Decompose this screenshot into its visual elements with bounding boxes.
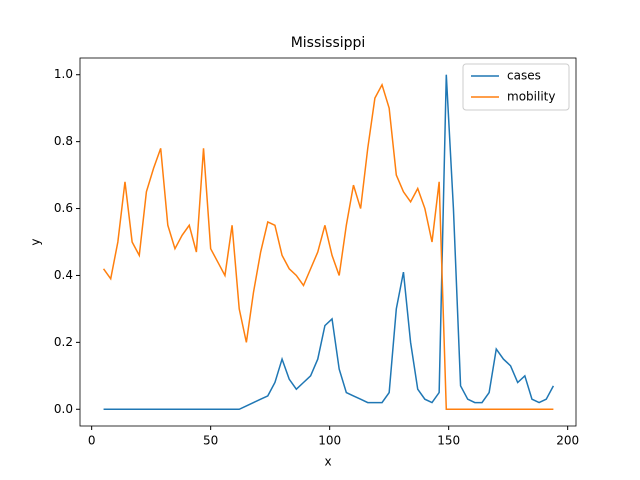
y-tick-label: 0.2 xyxy=(54,335,73,349)
y-tick-label: 1.0 xyxy=(54,67,73,81)
y-tick-label: 0.4 xyxy=(54,268,73,282)
x-tick-label: 150 xyxy=(437,434,460,448)
x-tick-label: 100 xyxy=(318,434,341,448)
y-tick-label: 0.8 xyxy=(54,134,73,148)
x-tick-label: 200 xyxy=(556,434,579,448)
plot-frame xyxy=(79,57,577,427)
y-tick-label: 0.0 xyxy=(54,402,73,416)
legend-label: mobility xyxy=(507,90,555,104)
series-line xyxy=(102,82,554,411)
series-line xyxy=(103,74,555,411)
chart-title: Mississippi xyxy=(291,35,366,51)
x-tick-label: 0 xyxy=(88,434,96,448)
y-tick-label: 0.6 xyxy=(54,201,73,215)
x-axis-label: x xyxy=(324,455,331,469)
x-tick-label: 50 xyxy=(203,434,218,448)
y-axis-label: y xyxy=(29,238,43,245)
legend-label: cases xyxy=(507,69,541,83)
